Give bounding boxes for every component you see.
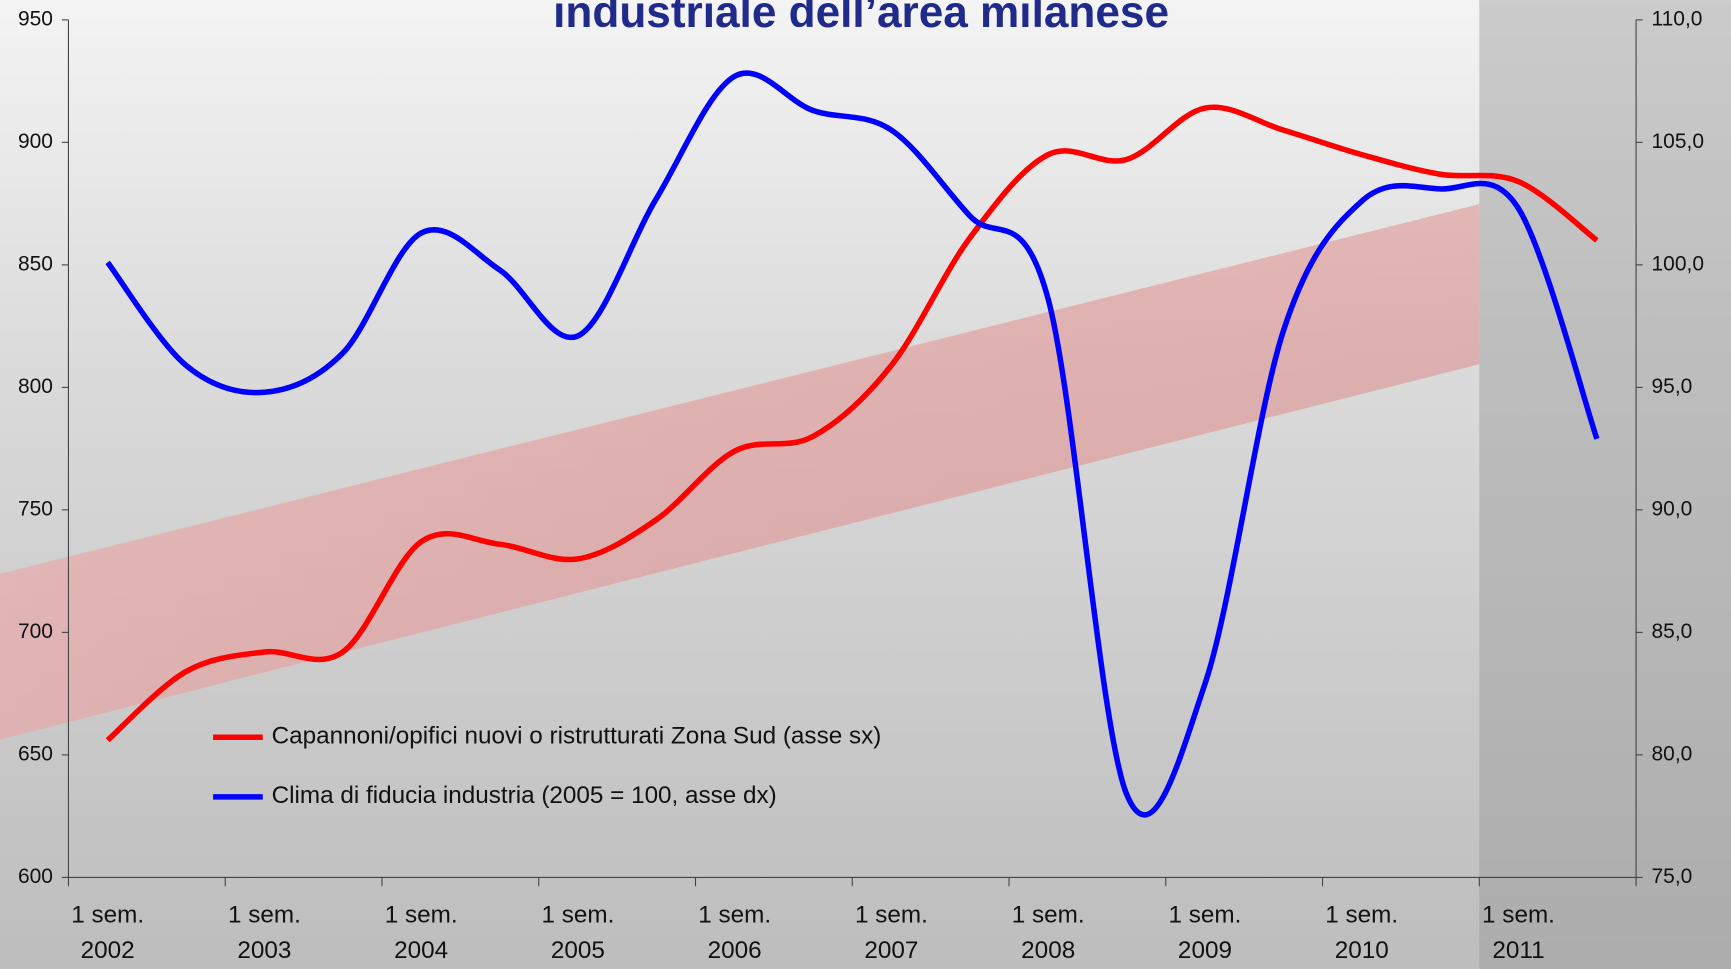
y-tick-label: 800 <box>18 375 53 398</box>
series-line <box>105 70 1600 818</box>
y2-tick-label: 95,0 <box>1652 375 1693 398</box>
x-tick-label: 1 sem. 2008 <box>1011 900 1085 964</box>
x-tick-label-box: 1 sem. 2009 <box>1168 900 1242 964</box>
x-tick-label: 1 sem. 2006 <box>698 900 772 964</box>
y-tick-label: 600 <box>18 865 53 888</box>
x-tick-label-box: 1 sem. 2002 <box>71 900 145 964</box>
x-tick-label-box: 1 sem. 2010 <box>1325 900 1399 964</box>
y2-tick-label: 105,0 <box>1652 130 1704 153</box>
y-tick-label: 900 <box>18 130 53 153</box>
x-tick-label-box: 1 sem. 2004 <box>384 900 458 964</box>
x-tick-label: 1 sem. 2003 <box>227 900 301 964</box>
legend-label: Capannoni/opifici nuovi o ristrutturati … <box>272 723 882 750</box>
y-tick-label: 650 <box>18 742 53 765</box>
y-tick-label: 850 <box>18 252 53 275</box>
y-tick-label: 950 <box>18 7 53 30</box>
x-tick-label-box: 1 sem. 2011 <box>1482 900 1555 964</box>
x-tick-label-box: 1 sem. 2007 <box>854 900 928 964</box>
x-tick-label: 1 sem. 2007 <box>854 900 928 964</box>
x-tick-label: 1 sem. 2002 <box>71 900 145 964</box>
background-band <box>0 204 1480 740</box>
x-tick-label: 1 sem. 2004 <box>384 900 458 964</box>
y2-tick-label: 75,0 <box>1652 865 1693 888</box>
y2-tick-label: 85,0 <box>1652 620 1693 643</box>
x-tick-label-box: 1 sem. 2006 <box>698 900 772 964</box>
x-tick-label: 1 sem. 2010 <box>1325 900 1399 964</box>
x-tick-label-box: 1 sem. 2008 <box>1011 900 1085 964</box>
background-block <box>1479 0 1731 969</box>
y-tick-label: 700 <box>18 620 53 643</box>
x-tick-label-box: 1 sem. 2003 <box>227 900 301 964</box>
x-tick-label: 1 sem. 2009 <box>1168 900 1242 964</box>
x-tick-label: 1 sem. 2011 <box>1482 900 1555 964</box>
chart-title: industriale dell’area milanese <box>553 0 1169 37</box>
y2-tick-label: 90,0 <box>1652 497 1693 520</box>
legend-label: Clima di fiducia industria (2005 = 100, … <box>272 782 777 809</box>
y2-tick-label: 80,0 <box>1652 742 1693 765</box>
x-tick-label-box: 1 sem. 2005 <box>541 900 615 964</box>
x-tick-label: 1 sem. 2005 <box>541 900 615 964</box>
series-line <box>105 104 1599 743</box>
y2-tick-label: 110,0 <box>1652 7 1703 30</box>
y2-tick-label: 100,0 <box>1652 252 1704 275</box>
y-tick-label: 750 <box>18 497 53 520</box>
